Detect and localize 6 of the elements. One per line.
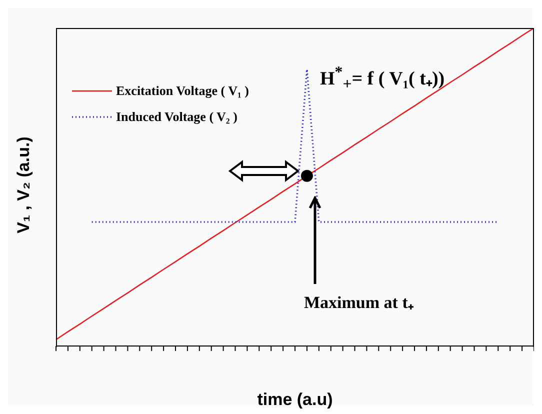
legend-label: Induced Voltage ( V₂ ) bbox=[116, 108, 238, 126]
annotation: Maximum at t₊ bbox=[304, 292, 414, 313]
annotation: H$^{*}$$_{+}$= f ( V₁( t₊)) bbox=[320, 64, 445, 94]
x-axis-title: time (a.u) bbox=[256, 390, 334, 410]
y-axis-title: V₁ , V₂ (a.u.) bbox=[14, 136, 34, 236]
legend-label: Excitation Voltage ( V₁ ) bbox=[116, 82, 249, 100]
